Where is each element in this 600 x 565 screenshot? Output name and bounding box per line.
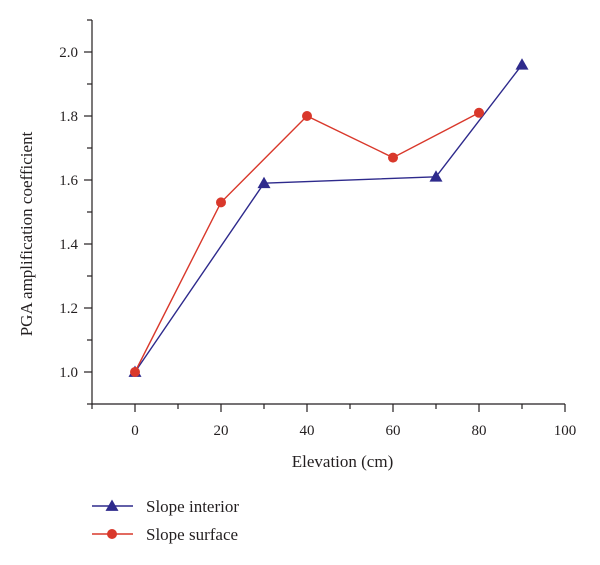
- legend: Slope interior Slope surface: [92, 497, 239, 544]
- data-point: [130, 367, 140, 377]
- legend-marker: [107, 529, 117, 539]
- legend-item: Slope interior: [92, 497, 239, 516]
- x-tick-label: 60: [386, 423, 401, 439]
- series-line: [134, 112, 480, 373]
- data-point: [474, 107, 484, 118]
- y-tick-label: 1.8: [59, 109, 78, 125]
- y-tick-label: 1.0: [59, 365, 78, 381]
- x-axis-title: Elevation (cm): [292, 452, 394, 471]
- x-tick-label: 80: [472, 423, 487, 439]
- legend-label: Slope interior: [146, 497, 239, 516]
- data-point: [429, 170, 443, 182]
- data-point: [257, 176, 271, 189]
- x-tick-label: 100: [554, 423, 577, 439]
- series-layer: [128, 58, 529, 377]
- legend-item: Slope surface: [92, 525, 238, 544]
- data-point: [515, 58, 529, 70]
- legend-label: Slope surface: [146, 525, 238, 544]
- legend-marker: [105, 499, 119, 511]
- x-tick-label: 20: [214, 423, 229, 439]
- y-tick-label: 1.6: [59, 173, 78, 189]
- data-point: [216, 197, 226, 208]
- axes: 0 20 40 60 80 100 1.0 1.2 1.4 1.6 1.8 2.0 Elevation …: [17, 19, 577, 471]
- series-slope-interior: [128, 58, 529, 377]
- series-line: [134, 64, 523, 373]
- y-tick-label: 1.2: [59, 301, 78, 317]
- x-tick-label: 40: [300, 423, 315, 439]
- y-tick-label: 1.4: [59, 237, 78, 253]
- x-tick-label: 0: [131, 423, 139, 439]
- data-point: [388, 152, 398, 163]
- y-tick-label: 2.0: [59, 45, 78, 61]
- series-slope-surface: [130, 107, 484, 377]
- y-axis-title: PGA amplification coefficient: [17, 131, 36, 336]
- data-point: [302, 111, 312, 121]
